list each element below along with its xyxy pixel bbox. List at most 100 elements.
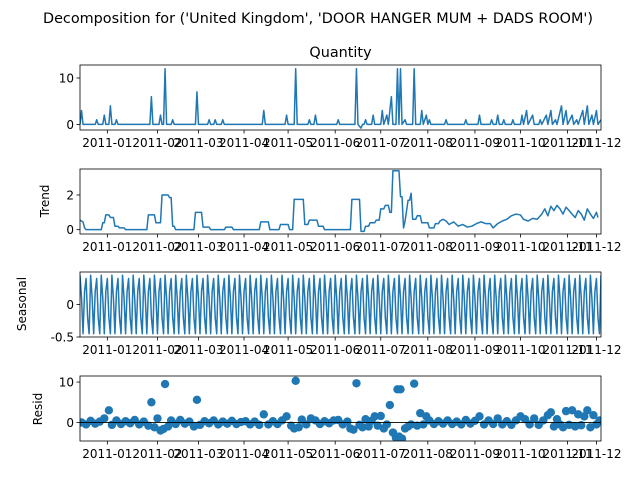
trend-xtick-label: 2011-03	[173, 240, 223, 254]
resid-point	[409, 379, 419, 388]
seasonal-ytick-label: 0	[66, 298, 74, 312]
trend-xtick-label: 2011-10	[495, 240, 545, 254]
quantity-axes-frame	[79, 64, 602, 131]
resid-point	[153, 414, 162, 423]
quantity-xtick-label: 2011-04	[219, 136, 269, 150]
quantity-xtick-label: 2011-12	[571, 136, 621, 150]
seasonal-xtick-label: 2011-12	[571, 343, 621, 357]
resid-point	[529, 414, 539, 423]
seasonal-ytick-label: -0.5	[51, 331, 74, 345]
seasonal-line	[80, 274, 601, 335]
seasonal-ylabel: Seasonal	[15, 277, 29, 331]
resid-point	[397, 434, 407, 441]
quantity-xtick-label: 2011-03	[173, 136, 223, 150]
trend-line	[80, 169, 599, 233]
resid-xtick-label: 2011-03	[173, 447, 223, 461]
resid-point	[396, 385, 405, 394]
resid-xtick-label: 2011-01	[82, 447, 132, 461]
quantity-ytick-label: 0	[66, 118, 74, 132]
seasonal-xtick-label: 2011-09	[450, 343, 500, 357]
resid-ytick-label: 10	[59, 376, 74, 390]
trend-xtick-label: 2011-07	[356, 240, 406, 254]
resid-series	[80, 376, 601, 441]
trend-xtick-label: 2011-11	[543, 240, 593, 254]
trend-ylabel: Trend	[38, 185, 52, 219]
resid-point	[488, 419, 498, 429]
resid-point	[577, 421, 586, 430]
trend-xtick-label: 2011-02	[132, 240, 182, 254]
trend-axes-frame	[79, 168, 602, 235]
seasonal-xtick-label: 2011-11	[543, 343, 593, 357]
resid-point	[493, 414, 502, 423]
resid-xtick-label: 2011-07	[356, 447, 406, 461]
resid-point	[583, 406, 592, 415]
seasonal-xtick-label: 2011-06	[310, 343, 360, 357]
quantity-xtick-label: 2011-01	[82, 136, 132, 150]
resid-xtick-label: 2011-10	[495, 447, 545, 461]
trend-xtick-label: 2011-08	[403, 240, 453, 254]
quantity-xtick-label: 2011-08	[403, 136, 453, 150]
quantity-panel-title: Quantity	[309, 45, 372, 61]
trend-xtick-label: 2011-04	[219, 240, 269, 254]
seasonal-xtick-label: 2011-08	[403, 343, 453, 357]
resid-xtick-label: 2011-08	[403, 447, 453, 461]
resid-point	[294, 423, 303, 432]
figure-title: Decomposition for ('United Kingdom', 'DO…	[43, 11, 593, 27]
quantity-xtick-label: 2011-10	[495, 136, 545, 150]
trend-xtick-label: 2011-05	[263, 240, 313, 254]
quantity-xtick-label: 2011-05	[263, 136, 313, 150]
seasonal-xtick-label: 2011-10	[495, 343, 545, 357]
resid-point	[259, 410, 268, 419]
seasonal-panel: -0.5 0 2011-01 2011-022011-032011-042011-05…	[51, 271, 622, 357]
trend-ytick-label: 2	[66, 189, 74, 203]
resid-xtick-label: 2011-06	[310, 447, 360, 461]
resid-point	[282, 412, 291, 421]
resid-xtick-label: 2011-09	[450, 447, 500, 461]
resid-point	[104, 406, 114, 415]
quantity-xtick-label: 2011-06	[310, 136, 360, 150]
trend-xtick-label: 2011-01	[82, 240, 132, 254]
resid-point	[595, 416, 601, 425]
resid-point	[376, 411, 385, 421]
quantity-line	[80, 67, 601, 129]
seasonal-xtick-label: 2011-02	[132, 343, 182, 357]
resid-axes-frame	[79, 375, 602, 442]
seasonal-xtick-label: 2011-07	[356, 343, 406, 357]
trend-xtick-label: 2011-12	[571, 240, 621, 254]
resid-point	[589, 410, 598, 420]
resid-xtick-label: 2011-02	[132, 447, 182, 461]
resid-point	[382, 420, 392, 429]
resid-point	[291, 376, 300, 386]
quantity-xtick-label: 2011-02	[132, 136, 182, 150]
resid-xtick-label: 2011-11	[543, 447, 593, 461]
resid-point	[385, 400, 395, 410]
seasonal-xtick-label: 2011-04	[219, 343, 269, 357]
seasonal-xtick-label: 2011-01	[82, 343, 132, 357]
resid-point	[343, 417, 352, 426]
resid-point	[255, 420, 264, 430]
resid-point	[192, 395, 202, 405]
trend-series	[80, 169, 599, 233]
trend-ytick-label: 0	[66, 223, 74, 237]
resid-xtick-label: 2011-05	[263, 447, 313, 461]
seasonal-series	[80, 274, 601, 335]
resid-point	[349, 425, 358, 434]
quantity-xtick-label: 2011-09	[450, 136, 500, 150]
resid-point	[475, 412, 484, 421]
trend-xtick-label: 2011-09	[450, 240, 500, 254]
resid-point	[147, 398, 156, 407]
resid-xtick-label: 2011-04	[219, 447, 269, 461]
trend-xtick-label: 2011-06	[310, 240, 360, 254]
resid-point	[352, 379, 361, 388]
resid-ylabel: Resid	[31, 393, 45, 425]
resid-point	[546, 408, 556, 417]
resid-point	[100, 414, 109, 423]
quantity-xtick-label: 2011-11	[543, 136, 593, 150]
resid-point	[160, 379, 170, 389]
quantity-ytick-label: 10	[59, 72, 74, 86]
resid-point	[370, 412, 379, 421]
